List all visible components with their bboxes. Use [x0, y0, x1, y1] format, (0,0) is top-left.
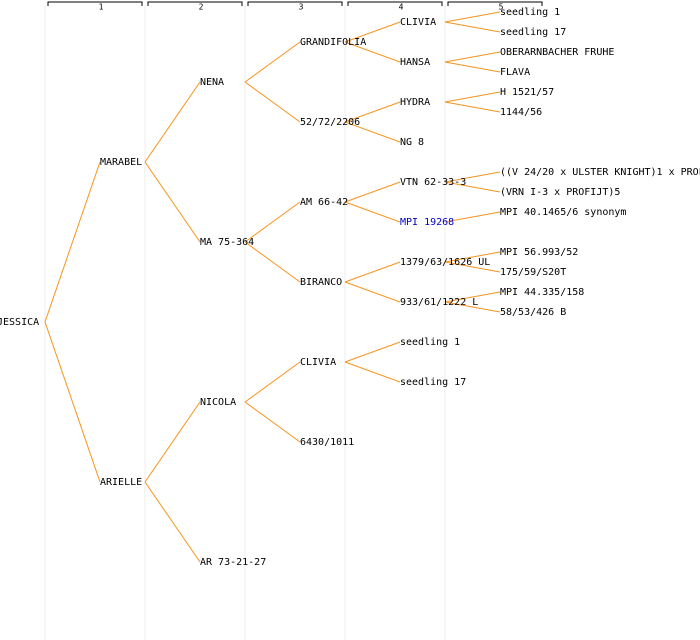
node-label: NENA — [200, 77, 224, 88]
column-bracket — [447, 1, 543, 6]
edge — [444, 181, 501, 193]
node-label: seedling 17 — [400, 377, 466, 388]
edge — [444, 301, 501, 313]
node-label: 1379/63/1626 UL — [400, 257, 490, 268]
node-label: CLIVIA — [400, 17, 436, 28]
edge — [344, 341, 401, 363]
edge — [344, 181, 401, 203]
node-label: CLIVIA — [300, 357, 336, 368]
column-bracket — [247, 1, 343, 6]
edge — [144, 481, 201, 563]
edge — [244, 81, 301, 123]
column-header: 2 — [199, 3, 204, 12]
edge — [444, 211, 501, 223]
node-label: AR 73-21-27 — [200, 557, 266, 568]
edge — [344, 121, 401, 143]
node-label: HANSA — [400, 57, 430, 68]
node-label: MPI 44.335/158 — [500, 287, 584, 298]
node-label: NICOLA — [200, 397, 236, 408]
edge — [244, 401, 301, 443]
node-label: OBERARNBACHER FRUHE — [500, 47, 614, 58]
node-label: ARIELLE — [100, 477, 142, 488]
node-label: BIRANCO — [300, 277, 342, 288]
node-label: (VRN I-3 x PROFIJT)5 — [500, 187, 620, 198]
node-label: FLAVA — [500, 67, 530, 78]
node-label: seedling 1 — [400, 337, 460, 348]
edge — [344, 361, 401, 383]
node-label: MPI 56.993/52 — [500, 247, 578, 258]
edge — [444, 51, 501, 63]
column-header: 4 — [399, 3, 404, 12]
node-label: ((V 24/20 x ULSTER KNIGHT)1 x PROFIJT) — [500, 167, 700, 178]
edge — [144, 401, 201, 483]
node-label: 1144/56 — [500, 107, 542, 118]
node-label: NG 8 — [400, 137, 424, 148]
edge — [344, 21, 401, 43]
edge — [144, 81, 201, 163]
edge — [344, 281, 401, 303]
node-label: HYDRA — [400, 97, 430, 108]
edge — [44, 321, 101, 483]
column-header: 3 — [299, 3, 304, 12]
node-label: 933/61/1222 L — [400, 297, 478, 308]
column-bracket — [47, 1, 143, 6]
node-label: seedling 17 — [500, 27, 566, 38]
node-label: 6430/1011 — [300, 437, 354, 448]
node-label: MARABEL — [100, 157, 142, 168]
edge — [344, 261, 401, 283]
node-label: AM 66-42 — [300, 197, 348, 208]
edge — [444, 171, 501, 183]
edge — [444, 61, 501, 73]
column-bracket — [147, 1, 243, 6]
edge — [244, 361, 301, 403]
edge — [244, 201, 301, 243]
edge — [444, 21, 501, 33]
edge — [344, 41, 401, 63]
edge — [444, 261, 501, 273]
edge — [344, 101, 401, 123]
node-label: MPI 40.1465/6 synonym — [500, 207, 626, 218]
node-label: MA 75-364 — [200, 237, 254, 248]
node-label: 175/59/S20T — [500, 267, 566, 278]
column-bracket — [347, 1, 443, 6]
column-header: 5 — [499, 3, 504, 12]
edge — [444, 91, 501, 103]
node-link[interactable]: MPI 19268 — [400, 217, 454, 228]
node-label: VTN 62-33-3 — [400, 177, 466, 188]
node-label: H 1521/57 — [500, 87, 554, 98]
node-label: seedling 1 — [500, 7, 560, 18]
edge — [444, 11, 501, 23]
edge — [344, 201, 401, 223]
node-label: GRANDIFOLIA — [300, 37, 366, 48]
edge — [444, 101, 501, 113]
edge — [244, 41, 301, 83]
edge — [144, 161, 201, 243]
column-header: 1 — [99, 3, 104, 12]
edge — [44, 161, 101, 323]
edge — [444, 251, 501, 263]
edge — [444, 291, 501, 303]
node-label: 58/53/426 B — [500, 307, 566, 318]
node-label: 52/72/2206 — [300, 117, 360, 128]
node-label: JESSICA — [0, 317, 39, 328]
edge — [244, 241, 301, 283]
